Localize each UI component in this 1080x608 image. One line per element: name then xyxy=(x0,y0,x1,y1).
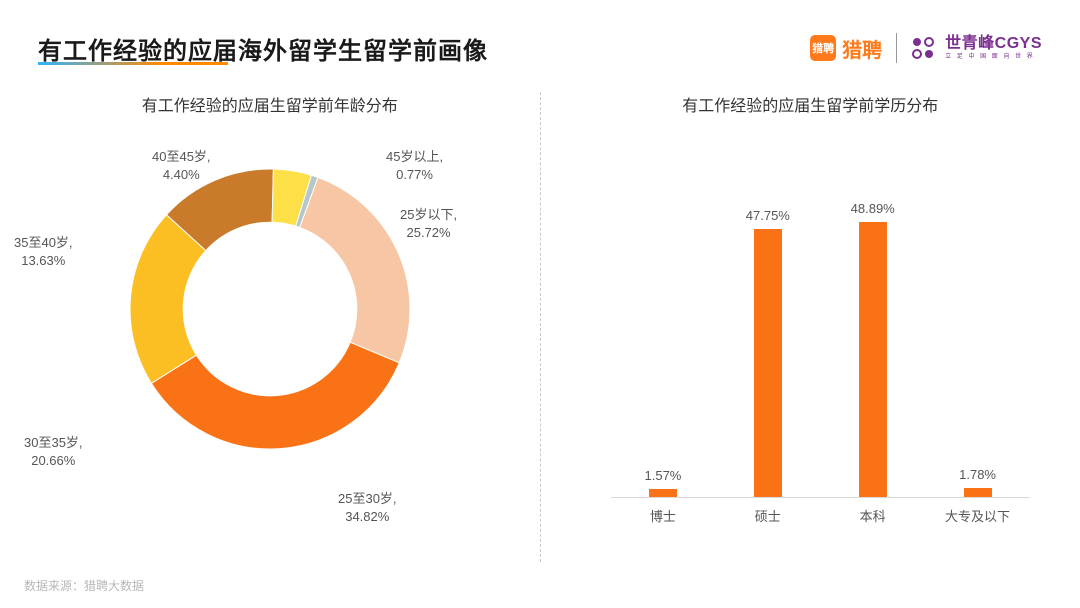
header: 有工作经验的应届海外留学生留学前画像 猎聘 猎聘 世青峰CGYS 立 足 中 国… xyxy=(38,22,1042,74)
bar-category-label: 大专及以下 xyxy=(925,500,1030,528)
bar-col: 1.57% xyxy=(611,156,716,498)
donut-label-30_35: 30至35岁,20.66% xyxy=(24,434,83,469)
donut-label-u25: 25岁以下,25.72% xyxy=(400,206,457,241)
bar-value-label: 48.89% xyxy=(851,201,895,216)
liepin-text: 猎聘 xyxy=(842,34,882,63)
bar-value-label: 1.78% xyxy=(959,467,996,482)
content: 有工作经验的应届生留学前年龄分布 25岁以下,25.72% 25至30岁,34.8… xyxy=(0,86,1080,568)
bars-row: 1.57% 47.75% 48.89% 1.78% xyxy=(611,156,1031,498)
cgys-sub: 立 足 中 国 面 向 世 界 xyxy=(945,54,1042,60)
logo-cgys: 世青峰CGYS 立 足 中 国 面 向 世 界 xyxy=(911,36,1042,60)
page-title: 有工作经验的应届海外留学生留学前画像 xyxy=(38,31,810,66)
bar-rect xyxy=(859,222,887,498)
donut-label-45p: 45岁以上,0.77% xyxy=(386,148,443,183)
donut-panel: 有工作经验的应届生留学前年龄分布 25岁以下,25.72% 25至30岁,34.8… xyxy=(0,86,540,568)
donut-label-35_40: 35至40岁,13.63% xyxy=(14,234,73,269)
bar-col: 48.89% xyxy=(820,156,925,498)
logo-group: 猎聘 猎聘 世青峰CGYS 立 足 中 国 面 向 世 界 xyxy=(810,33,1042,63)
bar-category-label: 硕士 xyxy=(715,500,820,528)
bar-categories: 博士硕士本科大专及以下 xyxy=(611,500,1031,528)
bar-area: 1.57% 47.75% 48.89% 1.78% 博士硕士本科大专及以下 xyxy=(611,156,1031,528)
bar-col: 47.75% xyxy=(715,156,820,498)
donut-wrap: 25岁以下,25.72% 25至30岁,34.82% 30至35岁,20.66% 35… xyxy=(0,144,540,568)
bar-category-label: 本科 xyxy=(820,500,925,528)
donut-title: 有工作经验的应届生留学前年龄分布 xyxy=(0,92,540,116)
bar-col: 1.78% xyxy=(925,156,1030,498)
page: 有工作经验的应届海外留学生留学前画像 猎聘 猎聘 世青峰CGYS 立 足 中 国… xyxy=(0,0,1080,608)
bar-x-axis xyxy=(611,497,1031,498)
bar-panel: 有工作经验的应届生留学前学历分布 1.57% 47.75% 48.89% 1.78% … xyxy=(541,86,1080,568)
cgys-icon xyxy=(911,36,939,60)
bar-title: 有工作经验的应届生留学前学历分布 xyxy=(541,92,1080,116)
donut-label-40_45: 40至45岁,4.40% xyxy=(152,148,211,183)
cgys-text: 世青峰CGYS 立 足 中 国 面 向 世 界 xyxy=(945,36,1042,60)
bar-rect xyxy=(754,229,782,498)
donut-slice-u25 xyxy=(299,177,409,362)
liepin-badge-icon: 猎聘 xyxy=(810,35,836,61)
cgys-main: 世青峰CGYS xyxy=(945,36,1042,52)
bar-value-label: 47.75% xyxy=(746,208,790,223)
title-underline xyxy=(38,62,228,65)
donut-label-25_30: 25至30岁,34.82% xyxy=(338,490,397,525)
logo-liepin: 猎聘 猎聘 xyxy=(810,34,882,63)
data-source: 数据来源：猎聘大数据 xyxy=(24,577,144,594)
bar-value-label: 1.57% xyxy=(645,468,682,483)
bar-category-label: 博士 xyxy=(611,500,716,528)
logo-separator xyxy=(896,33,897,63)
donut-chart xyxy=(105,144,435,474)
